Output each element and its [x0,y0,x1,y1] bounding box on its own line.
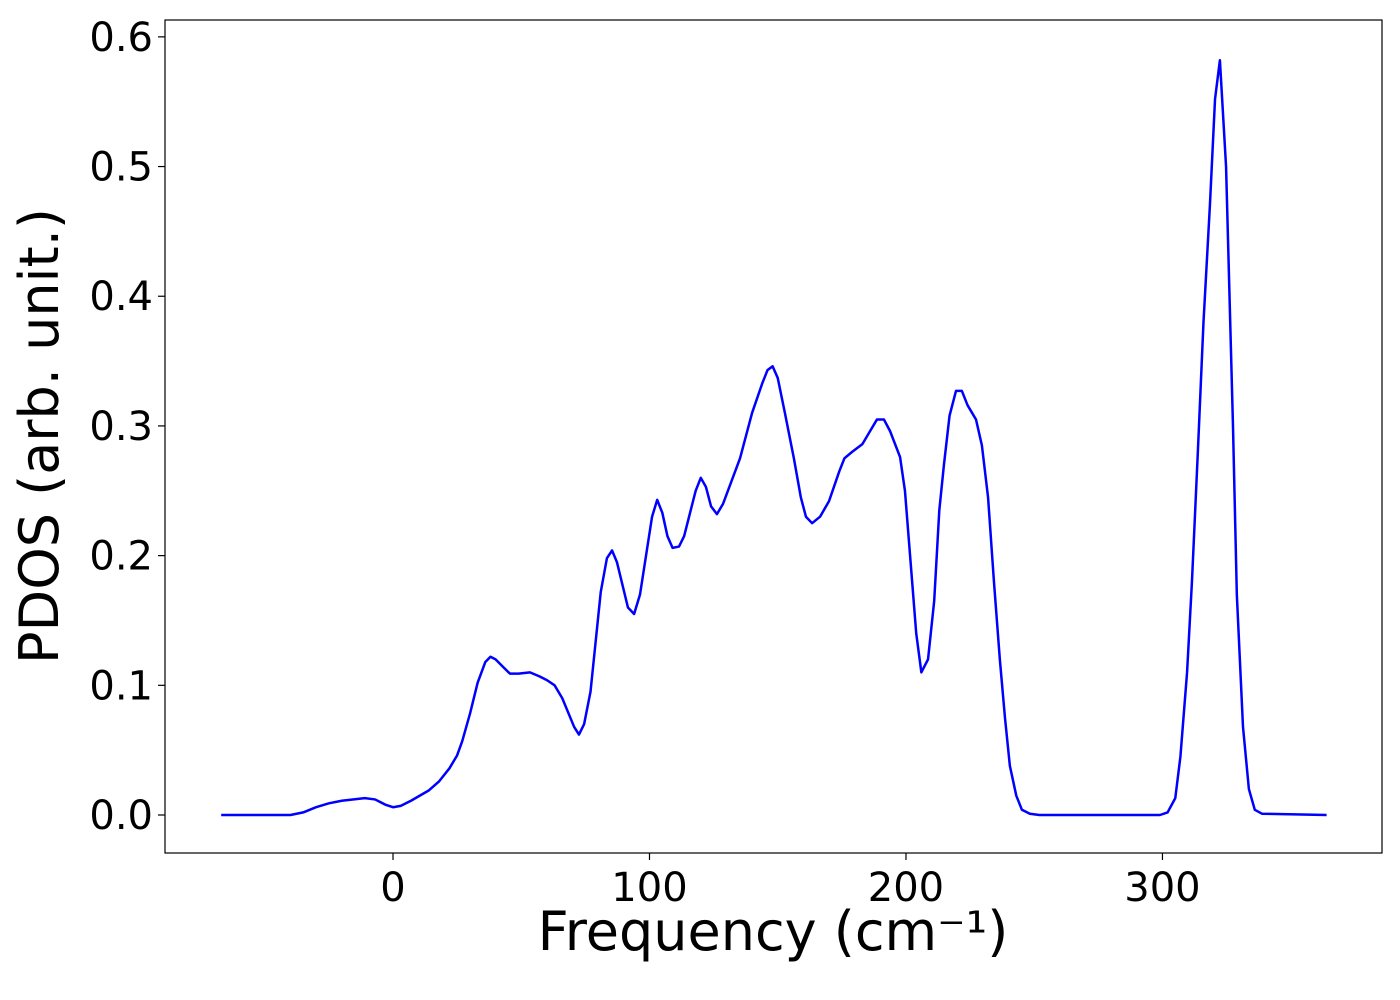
x-tick-label: 100 [611,865,687,911]
y-tick-label: 0.6 [89,15,153,61]
y-tick-label: 0.2 [89,534,153,580]
y-tick-label: 0.3 [89,404,153,450]
plot-frame [164,19,1383,854]
y-tick-label: 0.1 [89,663,153,709]
x-axis-label: Frequency (cm⁻¹) [538,900,1009,963]
x-tick-label: 300 [1124,865,1200,911]
data-line [221,58,1327,817]
y-tick-label: 0.0 [89,793,153,839]
y-tick-label: 0.5 [89,145,153,191]
x-tick-label: 200 [868,865,944,911]
x-tick-label: 0 [380,865,405,911]
y-axis-label: PDOS (arb. unit.) [8,208,71,664]
y-tick-label: 0.4 [89,274,153,320]
